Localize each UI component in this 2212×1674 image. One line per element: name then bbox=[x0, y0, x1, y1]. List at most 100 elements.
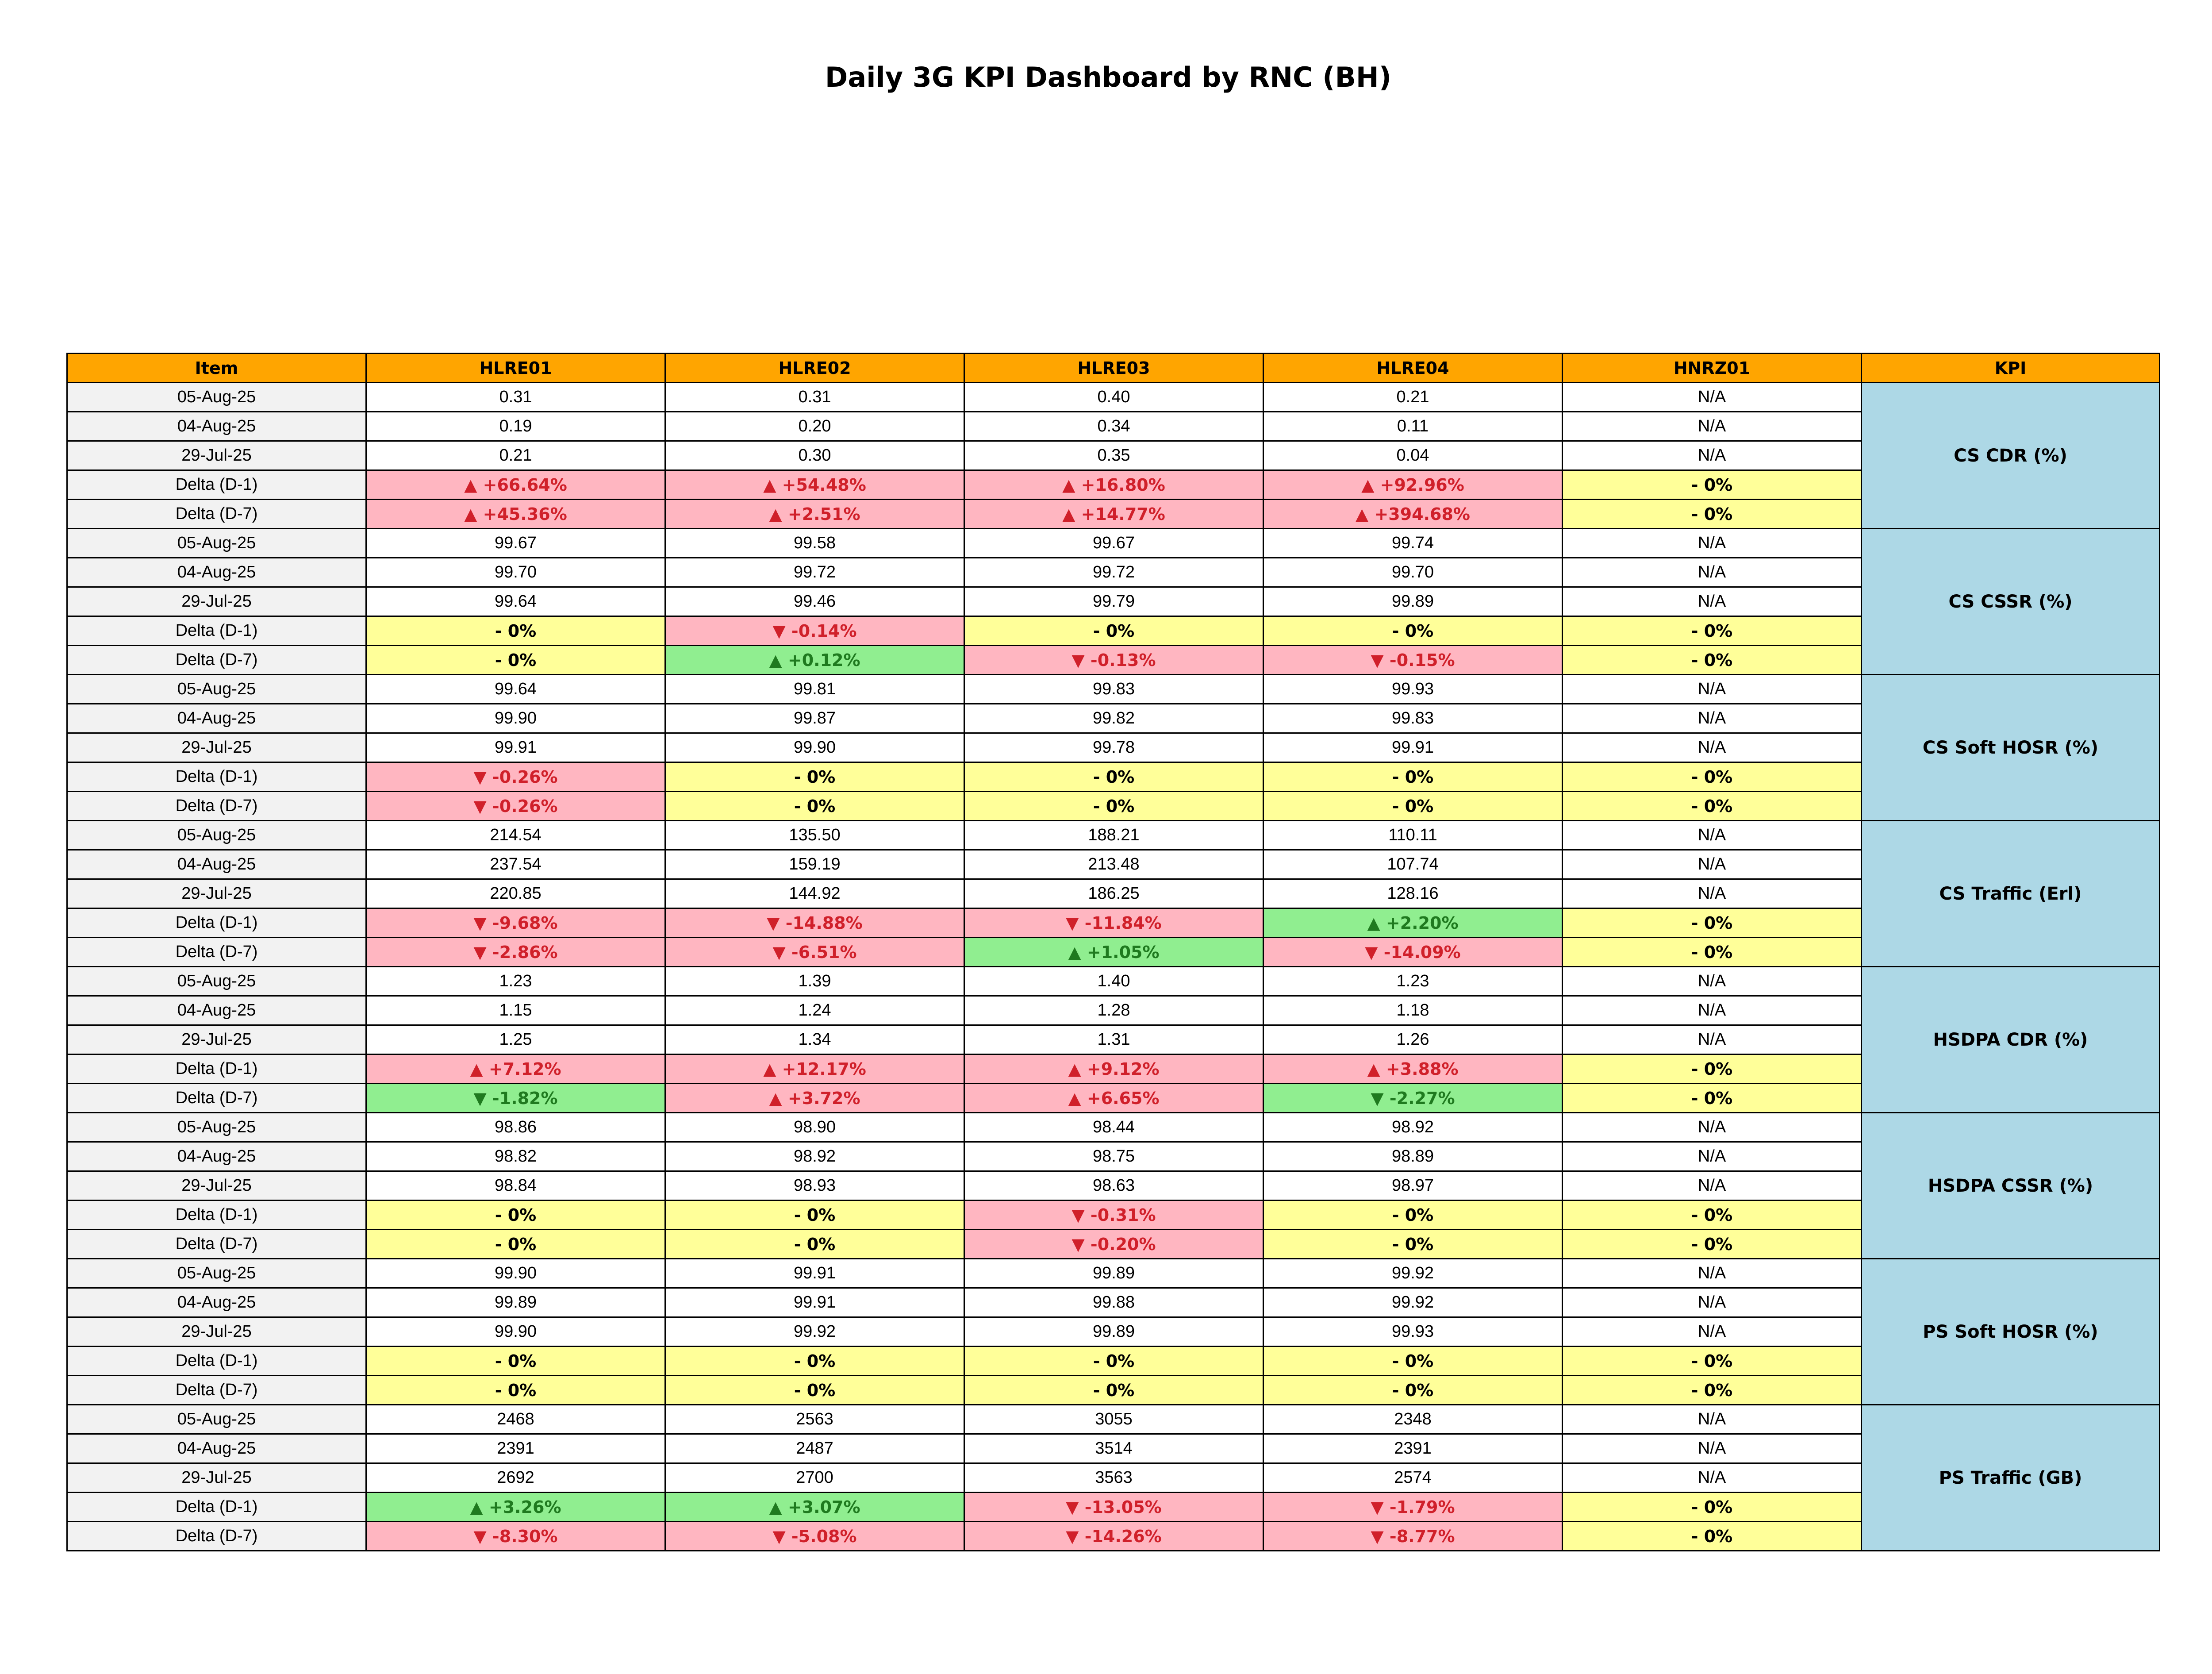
cell-hlre01: - 0% bbox=[365, 616, 666, 646]
cell-hlre04: ▲ +3.88% bbox=[1263, 1054, 1563, 1084]
table-row: Delta (D-1) - 0% - 0% - 0% - 0% - 0% bbox=[66, 1346, 2160, 1376]
cell-hlre02: 0.30 bbox=[664, 440, 965, 471]
cell-hlre02: 159.19 bbox=[664, 849, 965, 880]
cell-hlre03: ▼ -13.05% bbox=[964, 1492, 1264, 1522]
row-item-label: 29-Jul-25 bbox=[66, 878, 367, 909]
cell-hlre03: 1.40 bbox=[964, 966, 1264, 997]
kpi-table: Item HLRE01 HLRE02 HLRE03 HLRE04 HNRZ01 … bbox=[66, 353, 2160, 1551]
table-row: Delta (D-7) - 0% - 0% ▼ -0.20% - 0% - 0% bbox=[66, 1229, 2160, 1259]
cell-hlre02: ▲ +2.51% bbox=[664, 499, 965, 529]
cell-hnrz01: - 0% bbox=[1562, 937, 1862, 967]
row-item-label: 04-Aug-25 bbox=[66, 995, 367, 1026]
table-row: 29-Jul-25 99.64 99.46 99.79 99.89 N/A bbox=[66, 586, 2160, 617]
cell-hlre04: 1.23 bbox=[1263, 966, 1563, 997]
cell-hlre03: ▼ -0.31% bbox=[964, 1200, 1264, 1230]
cell-hlre03: - 0% bbox=[964, 791, 1264, 821]
header-hlre01: HLRE01 bbox=[365, 353, 666, 383]
cell-hnrz01: - 0% bbox=[1562, 645, 1862, 675]
header-kpi: KPI bbox=[1861, 353, 2160, 383]
table-row: Delta (D-1) - 0% - 0% ▼ -0.31% - 0% - 0% bbox=[66, 1200, 2160, 1230]
cell-hlre04: 2574 bbox=[1263, 1462, 1563, 1493]
cell-hlre01: 99.90 bbox=[365, 1258, 666, 1289]
cell-hlre02: 1.24 bbox=[664, 995, 965, 1026]
row-item-label: Delta (D-7) bbox=[66, 1083, 367, 1113]
cell-hlre01: ▲ +7.12% bbox=[365, 1054, 666, 1084]
kpi-label: CS Traffic (Erl) bbox=[1861, 820, 2160, 967]
cell-hnrz01: N/A bbox=[1562, 1287, 1862, 1318]
cell-hlre03: 186.25 bbox=[964, 878, 1264, 909]
cell-hlre02: ▼ -5.08% bbox=[664, 1521, 965, 1551]
cell-hlre02: 99.58 bbox=[664, 528, 965, 558]
cell-hlre04: 0.04 bbox=[1263, 440, 1563, 471]
row-item-label: 29-Jul-25 bbox=[66, 1316, 367, 1347]
cell-hlre02: 144.92 bbox=[664, 878, 965, 909]
cell-hlre03: 99.72 bbox=[964, 557, 1264, 588]
cell-hlre02: 2563 bbox=[664, 1404, 965, 1435]
cell-hlre02: 99.87 bbox=[664, 703, 965, 734]
cell-hlre01: 237.54 bbox=[365, 849, 666, 880]
cell-hnrz01: N/A bbox=[1562, 1258, 1862, 1289]
kpi-label: PS Soft HOSR (%) bbox=[1861, 1258, 2160, 1405]
cell-hlre03: 188.21 bbox=[964, 820, 1264, 850]
row-item-label: 05-Aug-25 bbox=[66, 1112, 367, 1143]
cell-hlre01: - 0% bbox=[365, 1229, 666, 1259]
cell-hlre02: 98.92 bbox=[664, 1141, 965, 1172]
cell-hlre01: 2468 bbox=[365, 1404, 666, 1435]
table-row: 29-Jul-25 1.25 1.34 1.31 1.26 N/A bbox=[66, 1024, 2160, 1055]
cell-hlre03: 99.79 bbox=[964, 586, 1264, 617]
cell-hlre01: ▼ -1.82% bbox=[365, 1083, 666, 1113]
cell-hlre03: 99.89 bbox=[964, 1258, 1264, 1289]
cell-hlre02: 2487 bbox=[664, 1433, 965, 1464]
cell-hlre02: - 0% bbox=[664, 1375, 965, 1405]
row-item-label: 29-Jul-25 bbox=[66, 1170, 367, 1201]
row-item-label: 29-Jul-25 bbox=[66, 1024, 367, 1055]
cell-hnrz01: N/A bbox=[1562, 1141, 1862, 1172]
cell-hlre02: 99.81 bbox=[664, 674, 965, 704]
cell-hlre01: - 0% bbox=[365, 1346, 666, 1376]
row-item-label: 29-Jul-25 bbox=[66, 586, 367, 617]
cell-hlre01: 0.21 bbox=[365, 440, 666, 471]
row-item-label: Delta (D-7) bbox=[66, 791, 367, 821]
cell-hlre01: 2692 bbox=[365, 1462, 666, 1493]
cell-hnrz01: N/A bbox=[1562, 1404, 1862, 1435]
cell-hlre02: ▼ -14.88% bbox=[664, 908, 965, 938]
table-row: 29-Jul-25 98.84 98.93 98.63 98.97 N/A bbox=[66, 1170, 2160, 1201]
cell-hlre04: - 0% bbox=[1263, 762, 1563, 792]
cell-hlre04: ▼ -0.15% bbox=[1263, 645, 1563, 675]
cell-hnrz01: N/A bbox=[1562, 674, 1862, 704]
header-row: Item HLRE01 HLRE02 HLRE03 HLRE04 HNRZ01 … bbox=[66, 353, 2160, 383]
cell-hnrz01: - 0% bbox=[1562, 1521, 1862, 1551]
header-hlre03: HLRE03 bbox=[964, 353, 1264, 383]
row-item-label: Delta (D-1) bbox=[66, 616, 367, 646]
kpi-label: HSDPA CSSR (%) bbox=[1861, 1112, 2160, 1259]
cell-hlre02: ▲ +3.72% bbox=[664, 1083, 965, 1113]
table-row: Delta (D-7) ▼ -2.86% ▼ -6.51% ▲ +1.05% ▼ -14… bbox=[66, 937, 2160, 967]
cell-hlre04: ▼ -1.79% bbox=[1263, 1492, 1563, 1522]
cell-hlre02: - 0% bbox=[664, 1229, 965, 1259]
cell-hlre01: 1.25 bbox=[365, 1024, 666, 1055]
table-row: 04-Aug-25 99.90 99.87 99.82 99.83 N/A bbox=[66, 703, 2160, 734]
cell-hlre01: ▼ -8.30% bbox=[365, 1521, 666, 1551]
row-item-label: 05-Aug-25 bbox=[66, 528, 367, 558]
page-title: Daily 3G KPI Dashboard by RNC (BH) bbox=[825, 61, 1392, 93]
table-row: Delta (D-1) ▼ -9.68% ▼ -14.88% ▼ -11.84% ▲ +… bbox=[66, 908, 2160, 938]
cell-hlre03: 3055 bbox=[964, 1404, 1264, 1435]
row-item-label: Delta (D-7) bbox=[66, 1229, 367, 1259]
row-item-label: Delta (D-7) bbox=[66, 937, 367, 967]
row-item-label: Delta (D-7) bbox=[66, 645, 367, 675]
cell-hnrz01: - 0% bbox=[1562, 1054, 1862, 1084]
cell-hnrz01: N/A bbox=[1562, 849, 1862, 880]
cell-hlre04: 99.93 bbox=[1263, 674, 1563, 704]
kpi-label: CS CSSR (%) bbox=[1861, 528, 2160, 675]
cell-hlre01: ▲ +3.26% bbox=[365, 1492, 666, 1522]
cell-hlre02: - 0% bbox=[664, 791, 965, 821]
row-item-label: 04-Aug-25 bbox=[66, 1287, 367, 1318]
table-row: Delta (D-1) ▲ +7.12% ▲ +12.17% ▲ +9.12% ▲ +3… bbox=[66, 1054, 2160, 1084]
cell-hnrz01: N/A bbox=[1562, 411, 1862, 442]
cell-hlre04: - 0% bbox=[1263, 1200, 1563, 1230]
cell-hlre03: - 0% bbox=[964, 1375, 1264, 1405]
cell-hlre02: - 0% bbox=[664, 1346, 965, 1376]
cell-hlre04: - 0% bbox=[1263, 616, 1563, 646]
row-item-label: 05-Aug-25 bbox=[66, 674, 367, 704]
cell-hnrz01: - 0% bbox=[1562, 469, 1862, 500]
